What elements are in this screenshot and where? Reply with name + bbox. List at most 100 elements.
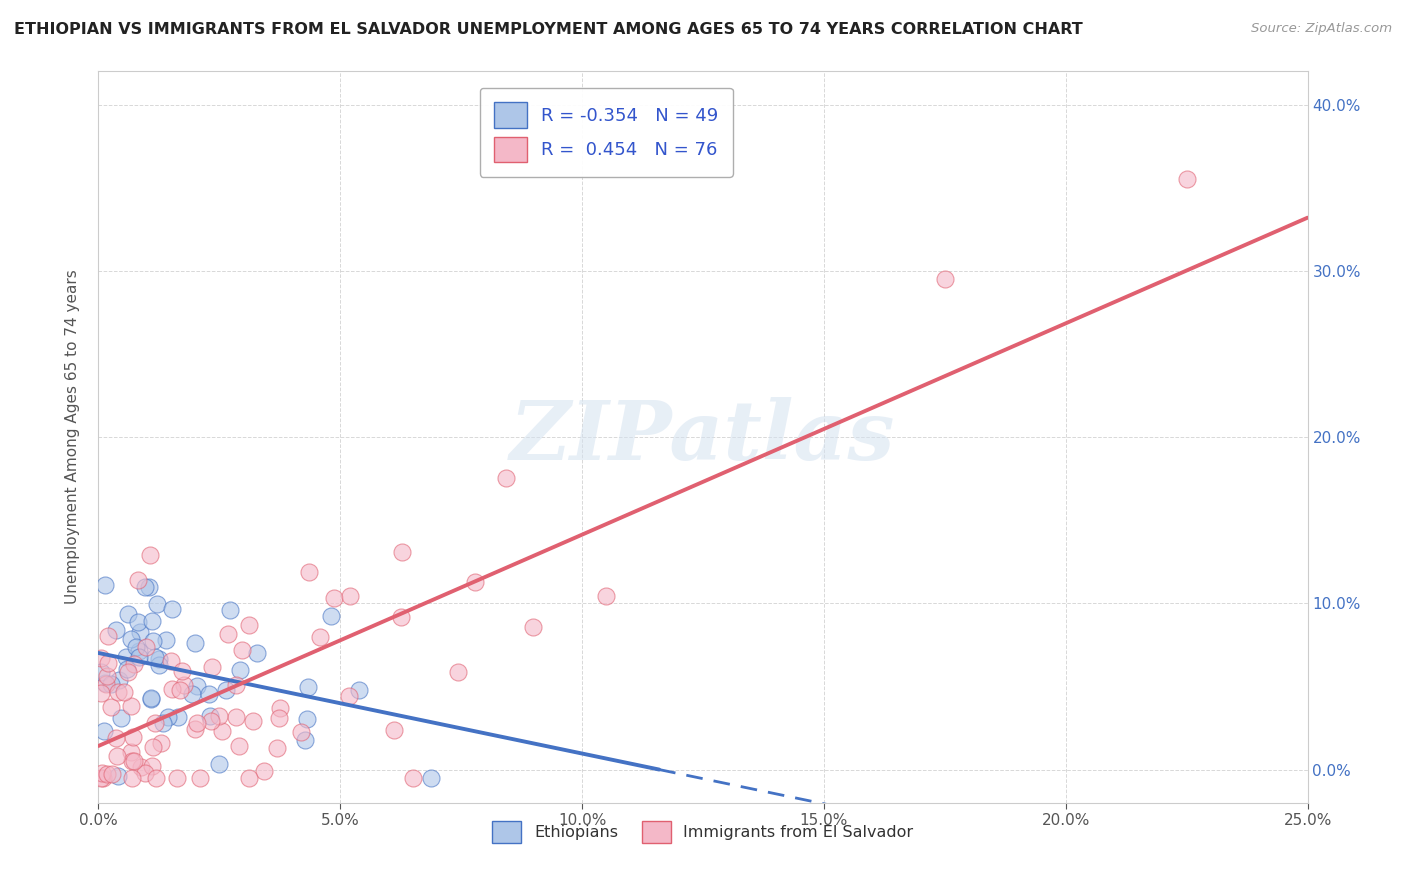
Point [146,597,169,611]
Point [94,677,117,691]
Point [183,636,205,650]
Point [108,673,131,687]
Point [267,711,290,725]
Point [188,771,211,785]
Point [122,657,145,671]
Point [145,771,167,785]
Point [391,545,413,559]
Point [139,691,162,706]
Point [112,685,135,699]
Point [201,660,224,674]
Point [522,620,544,634]
Point [90,665,112,680]
Point [120,632,142,646]
Text: Source: ZipAtlas.com: Source: ZipAtlas.com [1251,22,1392,36]
Point [93,724,115,739]
Point [339,589,361,603]
Point [266,740,288,755]
Point [143,649,166,664]
Point [186,716,208,731]
Point [121,754,143,768]
Y-axis label: Unemployment Among Ages 65 to 74 years: Unemployment Among Ages 65 to 74 years [65,269,80,605]
Point [207,709,229,723]
Point [91,765,114,780]
Point [117,607,139,621]
Point [238,771,260,785]
Point [934,272,956,286]
Point [142,634,165,648]
Point [100,677,122,691]
Point [294,733,316,747]
Point [128,650,150,665]
Point [297,680,319,694]
Point [91,771,114,785]
Point [138,580,160,594]
Point [217,626,239,640]
Point [96,629,118,643]
Point [94,676,117,690]
Point [135,640,157,654]
Point [114,650,136,665]
Point [90,771,112,785]
Point [128,644,150,658]
Point [419,771,441,785]
Point [110,711,132,725]
Point [231,643,253,657]
Point [228,739,250,753]
Point [321,609,343,624]
Point [170,664,193,678]
Point [225,710,247,724]
Point [120,699,142,714]
Point [104,624,127,638]
Point [198,687,221,701]
Point [183,722,205,736]
Point [162,602,184,616]
Point [322,591,344,606]
Legend: Ethiopians, Immigrants from El Salvador: Ethiopians, Immigrants from El Salvador [486,814,920,850]
Point [139,690,162,705]
Point [200,709,222,723]
Point [229,663,252,677]
Point [219,603,242,617]
Point [105,749,128,764]
Point [382,723,405,737]
Point [129,625,152,640]
Point [166,771,188,785]
Point [156,709,179,723]
Point [121,731,143,745]
Point [107,768,129,782]
Point [447,665,470,679]
Point [141,758,163,772]
Point [122,754,145,768]
Point [225,678,247,692]
Point [96,766,118,780]
Point [155,632,177,647]
Point [186,679,208,693]
Point [150,736,173,750]
Point [90,651,112,665]
Point [148,657,170,672]
Point [246,646,269,660]
Point [94,578,117,592]
Point [139,548,162,562]
Point [100,700,122,714]
Point [495,471,517,485]
Point [349,683,371,698]
Point [200,714,222,728]
Point [121,771,143,785]
Point [162,682,184,697]
Point [169,682,191,697]
Point [96,669,118,683]
Point [127,615,149,630]
Point [297,712,319,726]
Point [142,739,165,754]
Point [117,665,139,679]
Point [215,683,238,698]
Point [148,652,170,666]
Point [298,565,321,579]
Point [129,760,152,774]
Point [141,614,163,628]
Text: ETHIOPIAN VS IMMIGRANTS FROM EL SALVADOR UNEMPLOYMENT AMONG AGES 65 TO 74 YEARS : ETHIOPIAN VS IMMIGRANTS FROM EL SALVADOR… [14,22,1083,37]
Point [595,589,617,603]
Point [208,757,231,772]
